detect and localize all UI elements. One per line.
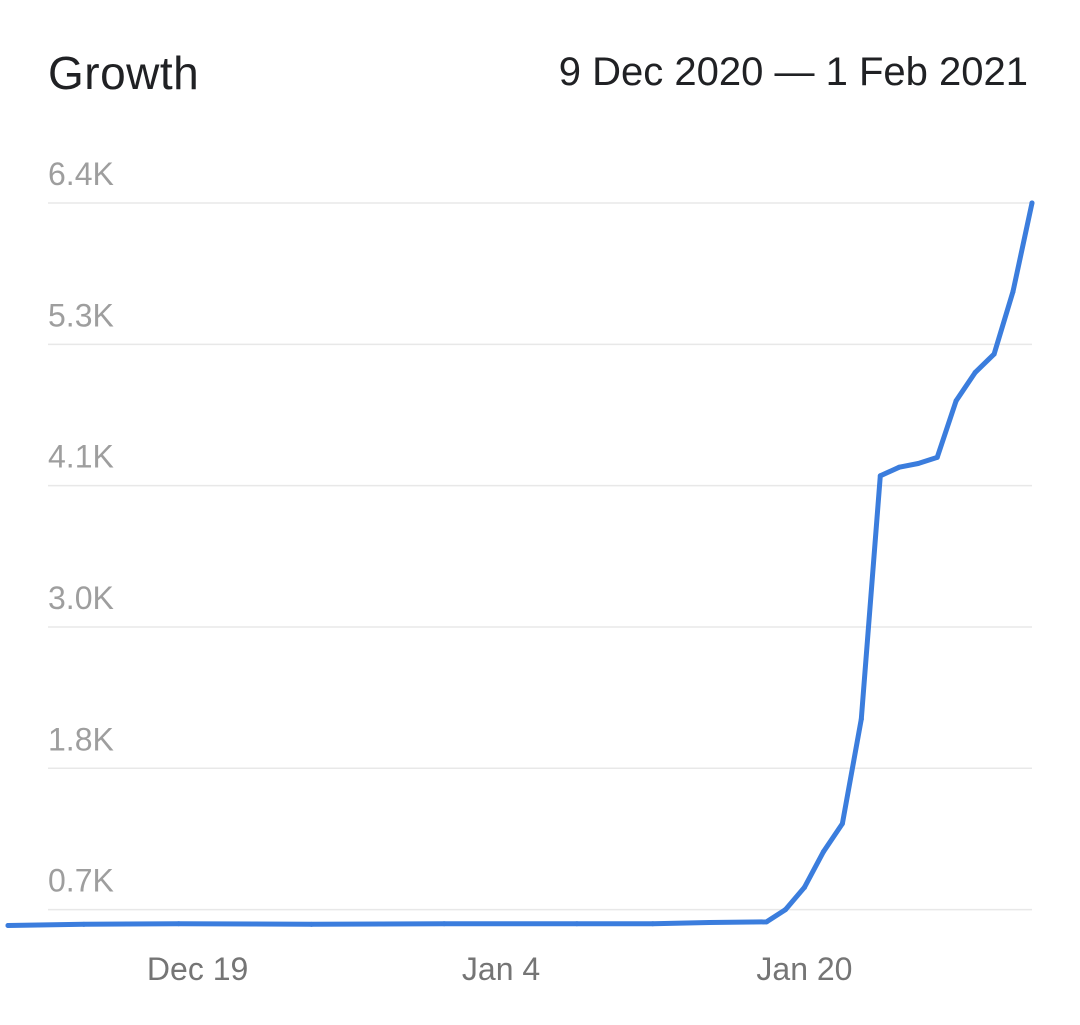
data-point[interactable] xyxy=(81,921,87,927)
y-tick-label: 3.0K xyxy=(48,580,114,616)
data-point[interactable] xyxy=(441,921,447,927)
data-point[interactable] xyxy=(1010,288,1016,294)
y-tick-label: 0.7K xyxy=(48,863,114,899)
data-point[interactable] xyxy=(764,919,770,925)
data-point[interactable] xyxy=(5,923,11,929)
data-point[interactable] xyxy=(782,907,788,913)
data-point[interactable] xyxy=(574,921,580,927)
date-range[interactable]: 9 Dec 2020 — 1 Feb 2021 xyxy=(558,50,1028,94)
data-point[interactable] xyxy=(1029,200,1035,206)
data-point[interactable] xyxy=(877,473,883,479)
data-point[interactable] xyxy=(953,398,959,404)
data-point[interactable] xyxy=(707,919,713,925)
y-tick-label: 6.4K xyxy=(48,156,114,192)
y-axis-ticks: 6.4K 5.3K 4.1K 3.0K 1.8K 0.7K xyxy=(48,156,114,899)
data-point[interactable] xyxy=(991,351,997,357)
series-layer xyxy=(5,200,1035,929)
data-point[interactable] xyxy=(858,716,864,722)
x-tick-label: Jan 20 xyxy=(756,951,852,987)
y-tick-label: 4.1K xyxy=(48,439,114,475)
data-point[interactable] xyxy=(915,461,921,467)
data-point[interactable] xyxy=(934,454,940,460)
x-axis-ticks: Dec 19 Jan 4 Jan 20 xyxy=(147,951,853,987)
y-tick-label: 1.8K xyxy=(48,721,114,757)
data-point[interactable] xyxy=(820,849,826,855)
data-point[interactable] xyxy=(839,821,845,827)
data-point[interactable] xyxy=(650,921,656,927)
data-point[interactable] xyxy=(801,884,807,890)
x-tick-label: Jan 4 xyxy=(462,951,540,987)
series-line[interactable] xyxy=(5,200,1035,928)
grid-lines xyxy=(48,202,1032,911)
y-tick-label: 5.3K xyxy=(48,297,114,333)
data-point[interactable] xyxy=(308,921,314,927)
chart-title: Growth xyxy=(48,47,200,99)
data-point[interactable] xyxy=(176,921,182,927)
data-point[interactable] xyxy=(896,464,902,470)
x-tick-label: Dec 19 xyxy=(147,951,248,987)
data-point[interactable] xyxy=(972,370,978,376)
